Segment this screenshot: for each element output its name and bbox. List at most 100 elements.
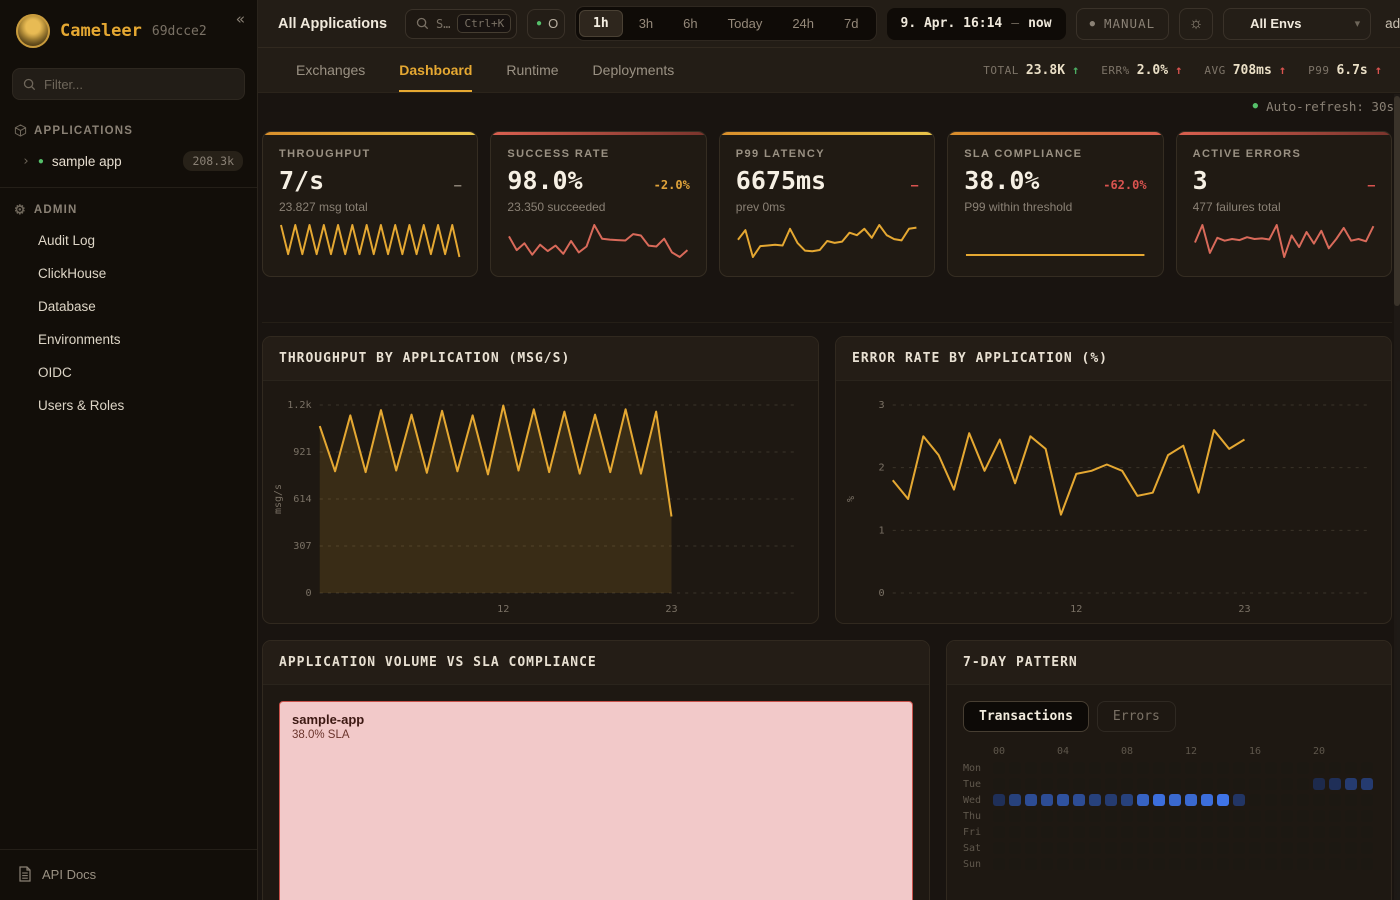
toggle-transactions[interactable]: Transactions	[963, 701, 1089, 732]
range-button-7d[interactable]: 7d	[844, 16, 859, 31]
range-button-24h[interactable]: 24h	[792, 16, 815, 31]
heatmap-cell	[1217, 858, 1229, 870]
heatmap-cell	[1265, 778, 1277, 790]
sidebar-item-environments[interactable]: Environments	[38, 332, 121, 347]
heatmap-cell	[1137, 842, 1149, 854]
heatmap-cell	[1025, 858, 1037, 870]
heatmap-cell	[993, 826, 1005, 838]
heatmap-cell	[1073, 762, 1085, 774]
gear-icon: ⚙	[14, 202, 27, 217]
svg-text:0: 0	[879, 588, 885, 599]
sidebar-collapse-icon[interactable]: «	[235, 10, 245, 28]
treemap-block-sample-app[interactable]: sample-app 38.0% SLA	[279, 701, 913, 900]
range-button-6h[interactable]: 6h	[683, 16, 698, 31]
heatmap-cell	[1073, 826, 1085, 838]
sidebar-item-oidc[interactable]: OIDC	[38, 365, 72, 380]
svg-text:614: 614	[293, 494, 311, 505]
heatmap-cell	[1297, 794, 1309, 806]
heatmap-cell	[1057, 858, 1069, 870]
tab-bar: Exchanges Dashboard Runtime Deployments …	[258, 48, 1400, 93]
heatmap-cell	[1153, 794, 1165, 806]
sidebar-filter[interactable]	[12, 68, 245, 100]
heatmap-cell	[1265, 842, 1277, 854]
heatmap-row-fri: Fri	[963, 826, 1375, 838]
theme-toggle-button[interactable]: ☼	[1179, 7, 1214, 40]
kpi-label: SUCCESS RATE	[507, 148, 610, 160]
stat-total: TOTAL 23.8K ↑	[983, 63, 1079, 78]
sidebar-item-clickhouse[interactable]: ClickHouse	[38, 266, 107, 281]
heatmap-cell	[1233, 842, 1245, 854]
sidebar-item-database[interactable]: Database	[38, 299, 96, 314]
heatmap-cell	[1137, 810, 1149, 822]
time-range-display[interactable]: 9. Apr. 16:14 – now	[886, 7, 1066, 40]
tab-dashboard[interactable]: Dashboard	[399, 48, 473, 92]
sidebar-item-users-roles[interactable]: Users & Roles	[38, 398, 125, 413]
heatmap-cell	[1105, 842, 1117, 854]
heatmap-cell	[1153, 826, 1165, 838]
vertical-scrollbar[interactable]	[1394, 94, 1400, 900]
heatmap-hour-label	[1073, 746, 1089, 757]
chart-body: 0 1 2 3 12 23%	[836, 381, 1391, 623]
heatmap-cell	[1329, 794, 1341, 806]
environment-select[interactable]: All Envs ▾	[1223, 7, 1372, 40]
heatmap-hour-label	[1009, 746, 1025, 757]
chevron-right-icon[interactable]: ›	[22, 153, 30, 169]
stat-label: AVG	[1204, 63, 1226, 77]
sidebar-item-sample-app[interactable]: › ● sample app 208.3k	[0, 143, 257, 179]
heatmap-cell	[1329, 826, 1341, 838]
tab-exchanges[interactable]: Exchanges	[296, 62, 366, 78]
sidebar-item-audit-log[interactable]: Audit Log	[38, 233, 96, 248]
scrollbar-thumb[interactable]	[1394, 96, 1400, 306]
toggle-errors[interactable]: Errors	[1096, 701, 1176, 732]
svg-text:1.2k: 1.2k	[287, 400, 311, 411]
heatmap-cell	[1041, 858, 1053, 870]
range-button-today[interactable]: Today	[727, 16, 763, 31]
tab-runtime[interactable]: Runtime	[506, 62, 559, 78]
heatmap-cell	[1249, 842, 1261, 854]
manual-refresh-button[interactable]: ● MANUAL	[1075, 7, 1170, 40]
stat-value: 6.7s	[1336, 62, 1368, 78]
kpi-value: 7/s	[279, 166, 325, 195]
status-dot-icon: ●	[37, 155, 44, 167]
heatmap-cell	[1201, 762, 1213, 774]
stat-value: 2.0%	[1136, 62, 1169, 78]
heatmap-cell	[1025, 842, 1037, 854]
treemap-title: APPLICATION VOLUME VS SLA COMPLIANCE	[263, 641, 929, 685]
heatmap-cell	[1233, 858, 1245, 870]
heatmap-cell	[1345, 826, 1357, 838]
cameleer-logo	[16, 14, 50, 48]
heatmap-cell	[1297, 778, 1309, 790]
heatmap-grid: 00 04 08 12 16 20 Mon Tue Wed Thu Fri Sat Sun	[963, 746, 1375, 870]
heatmap-cell	[1361, 810, 1373, 822]
online-label: O	[548, 16, 559, 31]
kpi-value: 3	[1192, 166, 1208, 195]
api-docs-label: API Docs	[42, 866, 97, 882]
heatmap-cell	[1169, 842, 1181, 854]
heatmap-hour-label: 08	[1121, 746, 1134, 757]
applications-section-header: APPLICATIONS	[0, 114, 257, 143]
heatmap-hour-label	[1233, 746, 1249, 757]
svg-text:23: 23	[1238, 604, 1250, 615]
auto-refresh-label: Auto-refresh: 30s	[1266, 98, 1394, 114]
heatmap-cell	[1217, 778, 1229, 790]
api-docs-link[interactable]: API Docs	[0, 849, 257, 900]
heatmap-cell	[1313, 826, 1325, 838]
heatmap-cell	[1073, 778, 1085, 790]
heatmap-cell	[1345, 762, 1357, 774]
heatmap-cell	[1089, 762, 1101, 774]
page-title: All Applications	[278, 15, 388, 32]
range-button-3h[interactable]: 3h	[638, 16, 654, 31]
heatmap-cell	[993, 842, 1005, 854]
heatmap-cell	[1329, 858, 1341, 870]
kpi-label: P99 LATENCY	[735, 148, 825, 160]
throughput-line-chart: 0 307 614 921 1.2k 12 23 msg/s	[273, 400, 794, 615]
global-search[interactable]: S… Ctrl+K	[405, 8, 518, 39]
tab-deployments[interactable]: Deployments	[592, 62, 675, 78]
range-button-1h[interactable]: 1h	[579, 10, 623, 37]
build-hash: 69dcce2	[151, 23, 207, 39]
sparkline-chart	[966, 254, 1145, 256]
heatmap-hour-label	[1329, 746, 1345, 757]
filter-input[interactable]	[44, 76, 234, 92]
heatmap-day-label: Sun	[963, 858, 982, 870]
online-status-pill[interactable]: ● O	[527, 8, 566, 39]
